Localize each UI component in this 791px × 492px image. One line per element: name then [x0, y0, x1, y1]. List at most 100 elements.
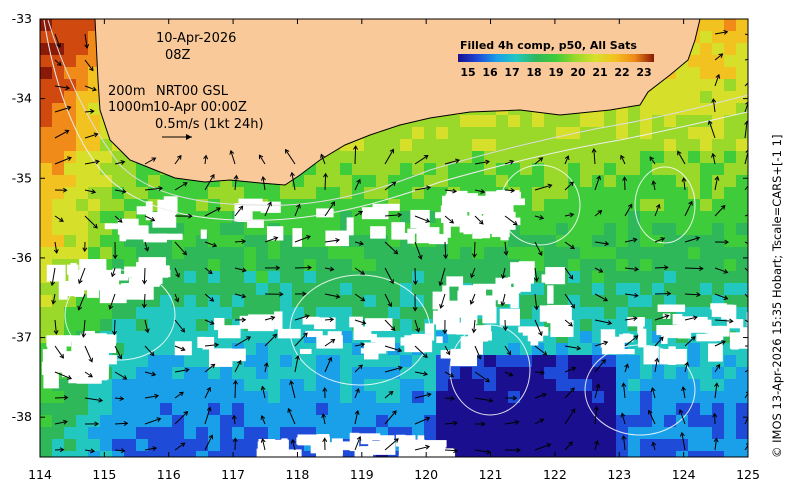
- sst-cell: [172, 427, 184, 439]
- current-arrow: [324, 339, 335, 347]
- current-arrowhead: [690, 336, 696, 341]
- sst-cell: [388, 127, 400, 139]
- current-arrow: [470, 267, 476, 278]
- sst-cell: [52, 175, 64, 187]
- current-arrow: [534, 319, 543, 336]
- sst-cell: [520, 127, 532, 139]
- sst-cell: [304, 451, 316, 457]
- sst-cell: [448, 175, 460, 187]
- y-tick-label: -35: [12, 170, 32, 185]
- current-arrow: [84, 110, 94, 113]
- current-arrowhead: [229, 149, 235, 155]
- sst-cell: [316, 355, 328, 367]
- sst-cell: [724, 31, 736, 43]
- current-arrow: [534, 371, 544, 374]
- current-arrowhead: [744, 120, 748, 125]
- sst-cell: [580, 187, 592, 199]
- sst-cell: [352, 355, 364, 367]
- current-arrow: [78, 293, 86, 311]
- cloud-gap: [619, 334, 634, 342]
- sst-cell: [628, 223, 640, 235]
- cloud-gap: [637, 328, 647, 348]
- sst-cell: [676, 295, 688, 307]
- sst-cell: [580, 259, 592, 271]
- sst-cell: [328, 415, 340, 427]
- current-arrow: [84, 449, 95, 452]
- sst-cell: [124, 451, 136, 457]
- current-arrow: [624, 335, 638, 347]
- cloud-gap: [499, 308, 520, 326]
- current-arrowhead: [335, 237, 341, 243]
- sst-cell: [508, 175, 520, 187]
- sst-cell: [580, 439, 592, 451]
- sst-cell: [556, 343, 568, 355]
- cloud-gap: [449, 220, 460, 227]
- current-arrow: [681, 432, 686, 451]
- sst-cell: [724, 403, 736, 415]
- current-arrowhead: [620, 412, 626, 418]
- cloud-gap: [471, 196, 489, 215]
- sst-cell: [544, 343, 556, 355]
- current-arrow: [54, 396, 68, 399]
- sst-cell: [196, 427, 208, 439]
- cloud-gap: [349, 316, 363, 328]
- sst-cell: [532, 367, 544, 379]
- sst-cell: [592, 199, 604, 211]
- current-arrowhead: [393, 249, 399, 255]
- sst-cell: [424, 379, 436, 391]
- current-arrow: [264, 316, 275, 321]
- current-arrowhead: [443, 254, 449, 260]
- sst-cell: [328, 391, 340, 403]
- current-arrow: [354, 146, 357, 165]
- sst-cell: [136, 415, 148, 427]
- sst-cell: [652, 187, 664, 199]
- sst-cell: [676, 163, 688, 175]
- sst-cell: [280, 187, 292, 199]
- sst-cell: [604, 211, 616, 223]
- current-arrowhead: [500, 274, 506, 280]
- current-arrow: [621, 413, 626, 425]
- current-arrow: [744, 82, 748, 87]
- cloud-gap: [513, 280, 531, 292]
- sst-cell: [388, 211, 400, 223]
- sst-cell: [184, 379, 196, 391]
- sst-cell: [208, 187, 220, 199]
- current-arrowhead: [209, 320, 215, 325]
- current-arrow: [652, 181, 656, 191]
- current-arrow: [564, 387, 575, 399]
- sst-cell: [544, 451, 556, 457]
- sst-cell: [100, 379, 112, 391]
- sst-cell: [592, 235, 604, 247]
- sst-cell: [124, 307, 136, 319]
- cloud-gap: [257, 441, 273, 452]
- current-arrowhead: [174, 297, 180, 303]
- sst-cell: [316, 247, 328, 259]
- sst-cell: [496, 451, 508, 457]
- sst-cell: [184, 271, 196, 283]
- current-arrowhead: [688, 200, 693, 206]
- current-arrowhead: [624, 363, 629, 369]
- cloud-gap: [157, 199, 165, 219]
- current-arrowhead: [356, 178, 361, 184]
- current-arrow: [294, 204, 301, 217]
- current-arrowhead: [188, 213, 193, 219]
- sst-cell: [508, 127, 520, 139]
- current-arrow: [712, 99, 716, 113]
- current-arrow: [144, 157, 156, 165]
- current-arrowhead: [510, 187, 516, 193]
- sst-cell: [184, 283, 196, 295]
- sst-cell: [340, 307, 352, 319]
- sst-cell: [340, 415, 352, 427]
- sst-cell: [640, 283, 652, 295]
- sst-cell: [484, 127, 496, 139]
- sst-cell: [436, 391, 448, 403]
- cloud-gap: [472, 224, 483, 239]
- current-arrow: [474, 397, 493, 402]
- current-arrow: [534, 184, 552, 191]
- sst-cell: [688, 271, 700, 283]
- current-arrow: [534, 267, 538, 282]
- current-arrowhead: [260, 175, 266, 181]
- sst-cell: [664, 391, 676, 403]
- sst-cell: [340, 427, 352, 439]
- sst-cell: [652, 367, 664, 379]
